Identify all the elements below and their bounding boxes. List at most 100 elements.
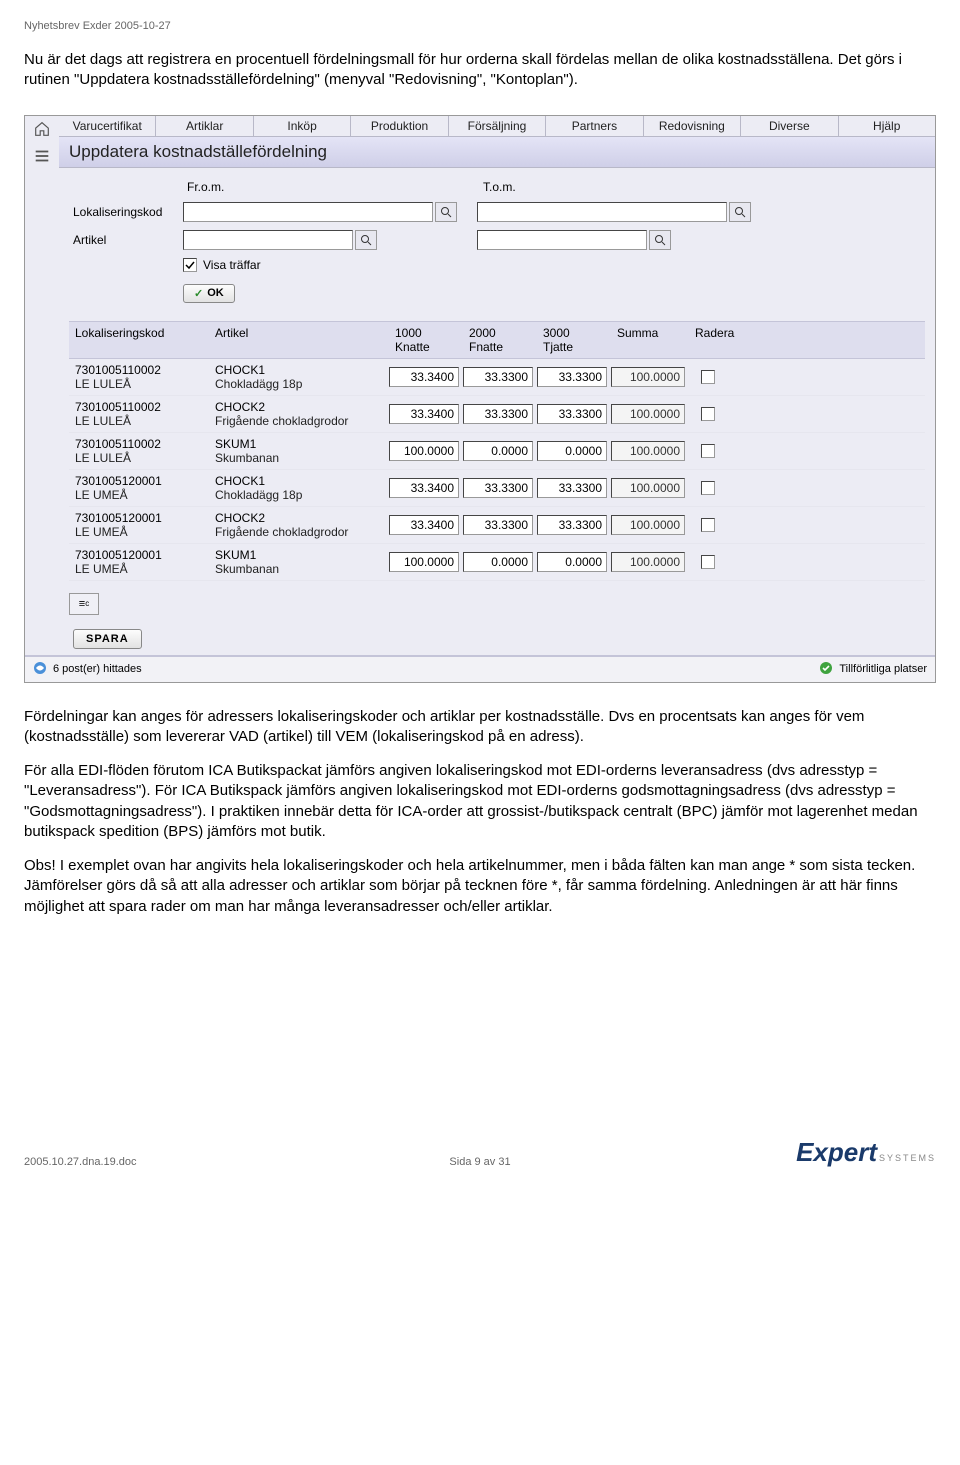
val-3000[interactable] xyxy=(537,367,607,387)
val-2000[interactable] xyxy=(463,441,533,461)
col-2000: 2000 xyxy=(469,326,531,340)
from-label: Fr.o.m. xyxy=(183,180,443,194)
table-row: 7301005120001LE UMEÅCHOCK1Chokladägg 18p xyxy=(69,470,925,507)
val-1000[interactable] xyxy=(389,441,459,461)
col-3000: 3000 xyxy=(543,326,605,340)
cell-artikel: CHOCK2Frigående chokladgrodor xyxy=(209,511,389,539)
ok-button[interactable]: ✓ OK xyxy=(183,284,235,303)
menu-inkop[interactable]: Inköp xyxy=(254,116,351,136)
art-tom-input[interactable] xyxy=(477,230,647,250)
menu-hjalp[interactable]: Hjälp xyxy=(839,116,935,136)
intro-paragraph: Nu är det dags att registrera en procent… xyxy=(24,50,936,91)
cell-kod: 7301005110002LE LULEÅ xyxy=(69,400,209,428)
save-button[interactable]: SPARA xyxy=(73,629,142,649)
val-summa xyxy=(611,515,685,535)
cell-kod: 7301005110002LE LULEÅ xyxy=(69,437,209,465)
search-icon[interactable] xyxy=(435,202,457,222)
col-artikel: Artikel xyxy=(209,322,389,358)
cell-kod: 7301005120001LE UMEÅ xyxy=(69,511,209,539)
window-title: Uppdatera kostnadställefördelning xyxy=(59,137,935,168)
val-1000[interactable] xyxy=(389,552,459,572)
status-text: 6 post(er) hittades xyxy=(53,663,142,675)
col-radera: Radera xyxy=(689,322,745,358)
lok-from-input[interactable] xyxy=(183,202,433,222)
delete-checkbox[interactable] xyxy=(701,370,715,384)
cell-artikel: CHOCK1Chokladägg 18p xyxy=(209,474,389,502)
search-icon[interactable] xyxy=(649,230,671,250)
col-summa: Summa xyxy=(611,322,689,358)
check-icon: ✓ xyxy=(194,287,203,300)
delete-checkbox[interactable] xyxy=(701,407,715,421)
col-lokaliseringskod: Lokaliseringskod xyxy=(69,322,209,358)
home-icon[interactable] xyxy=(33,120,51,141)
trusted-text: Tillförlitliga platser xyxy=(839,663,927,675)
search-icon[interactable] xyxy=(355,230,377,250)
val-1000[interactable] xyxy=(389,367,459,387)
cell-artikel: SKUM1Skumbanan xyxy=(209,548,389,576)
menu-varucertifikat[interactable]: Varucertifikat xyxy=(59,116,156,136)
cell-artikel: CHOCK1Chokladägg 18p xyxy=(209,363,389,391)
val-2000[interactable] xyxy=(463,478,533,498)
visa-checkbox[interactable] xyxy=(183,258,197,272)
val-1000[interactable] xyxy=(389,404,459,424)
art-from-input[interactable] xyxy=(183,230,353,250)
body-paragraph-2: För alla EDI-flöden förutom ICA Butikspa… xyxy=(24,761,936,842)
cell-artikel: SKUM1Skumbanan xyxy=(209,437,389,465)
val-1000[interactable] xyxy=(389,515,459,535)
val-2000[interactable] xyxy=(463,552,533,572)
val-2000[interactable] xyxy=(463,404,533,424)
menu-redovisning[interactable]: Redovisning xyxy=(644,116,741,136)
table-row: 7301005110002LE LULEÅCHOCK2Frigående cho… xyxy=(69,396,925,433)
list-icon[interactable] xyxy=(33,147,51,168)
table-row: 7301005110002LE LULEÅSKUM1Skumbanan xyxy=(69,433,925,470)
search-icon[interactable] xyxy=(729,202,751,222)
expand-button[interactable]: ≡c xyxy=(69,593,99,615)
ie-icon xyxy=(33,661,47,678)
cell-kod: 7301005120001LE UMEÅ xyxy=(69,548,209,576)
lok-tom-input[interactable] xyxy=(477,202,727,222)
val-3000[interactable] xyxy=(537,404,607,424)
delete-checkbox[interactable] xyxy=(701,518,715,532)
col-tjatte: Tjatte xyxy=(543,340,605,354)
delete-checkbox[interactable] xyxy=(701,555,715,569)
val-1000[interactable] xyxy=(389,478,459,498)
val-summa xyxy=(611,478,685,498)
table-row: 7301005120001LE UMEÅSKUM1Skumbanan xyxy=(69,544,925,581)
val-3000[interactable] xyxy=(537,515,607,535)
logo: ExpertSYSTEMS xyxy=(796,1137,936,1168)
lok-label: Lokaliseringskod xyxy=(73,205,183,219)
val-summa xyxy=(611,441,685,461)
col-1000: 1000 xyxy=(395,326,457,340)
val-2000[interactable] xyxy=(463,515,533,535)
art-label: Artikel xyxy=(73,233,183,247)
delete-checkbox[interactable] xyxy=(701,444,715,458)
cell-kod: 7301005120001LE UMEÅ xyxy=(69,474,209,502)
menu-diverse[interactable]: Diverse xyxy=(741,116,838,136)
val-2000[interactable] xyxy=(463,367,533,387)
delete-checkbox[interactable] xyxy=(701,481,715,495)
visa-label: Visa träffar xyxy=(203,258,261,272)
grid-header: Lokaliseringskod Artikel 1000Knatte 2000… xyxy=(69,321,925,359)
val-summa xyxy=(611,404,685,424)
val-3000[interactable] xyxy=(537,478,607,498)
menu-artiklar[interactable]: Artiklar xyxy=(156,116,253,136)
col-knatte: Knatte xyxy=(395,340,457,354)
table-row: 7301005120001LE UMEÅCHOCK2Frigående chok… xyxy=(69,507,925,544)
cell-kod: 7301005110002LE LULEÅ xyxy=(69,363,209,391)
table-row: 7301005110002LE LULEÅCHOCK1Chokladägg 18… xyxy=(69,359,925,396)
val-3000[interactable] xyxy=(537,441,607,461)
val-summa xyxy=(611,367,685,387)
page-header: Nyhetsbrev Exder 2005-10-27 xyxy=(24,20,936,32)
menubar: Varucertifikat Artiklar Inköp Produktion… xyxy=(59,116,935,137)
app-window: Varucertifikat Artiklar Inköp Produktion… xyxy=(24,115,936,683)
val-3000[interactable] xyxy=(537,552,607,572)
footer-left: 2005.10.27.dna.19.doc xyxy=(24,1156,137,1168)
tom-label: T.o.m. xyxy=(473,180,733,194)
val-summa xyxy=(611,552,685,572)
menu-forsaljning[interactable]: Försäljning xyxy=(449,116,546,136)
col-fnatte: Fnatte xyxy=(469,340,531,354)
body-paragraph-1: Fördelningar kan anges för adressers lok… xyxy=(24,707,936,748)
menu-produktion[interactable]: Produktion xyxy=(351,116,448,136)
ok-label: OK xyxy=(207,287,224,299)
menu-partners[interactable]: Partners xyxy=(546,116,643,136)
